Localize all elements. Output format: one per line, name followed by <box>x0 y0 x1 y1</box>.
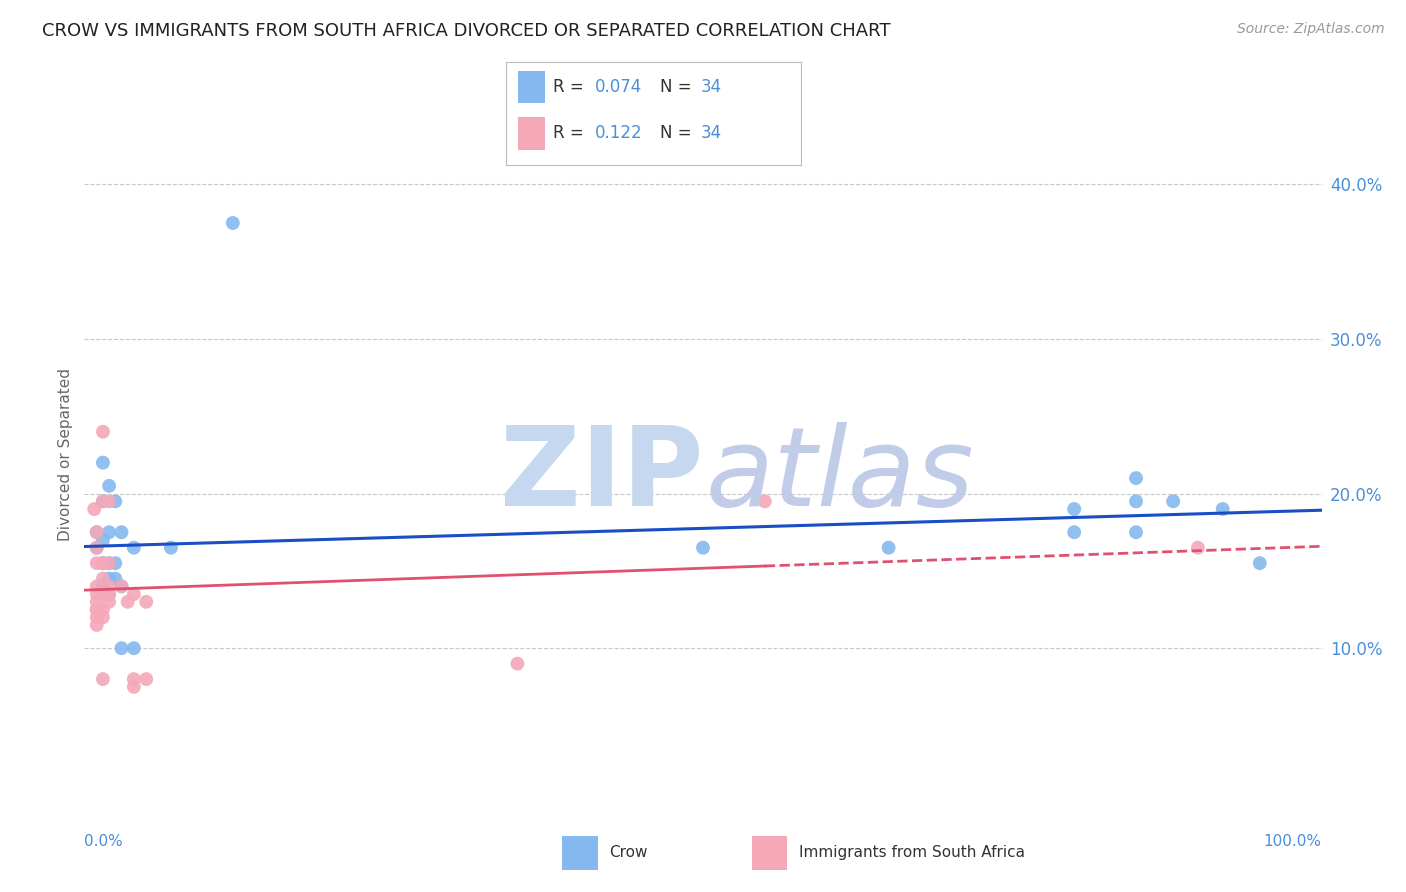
Point <box>86 618 108 632</box>
Text: 34: 34 <box>702 78 723 96</box>
Text: R =: R = <box>554 78 589 96</box>
Point <box>83 502 105 516</box>
Point <box>506 657 529 671</box>
Point <box>91 456 114 470</box>
Point <box>86 541 108 555</box>
Point <box>1187 541 1209 555</box>
Point <box>1125 494 1147 508</box>
Text: Immigrants from South Africa: Immigrants from South Africa <box>799 846 1025 860</box>
Point <box>1161 494 1184 508</box>
Point <box>135 595 157 609</box>
Point <box>86 602 108 616</box>
Text: N =: N = <box>659 78 696 96</box>
Point <box>98 587 121 601</box>
Point <box>86 525 108 540</box>
FancyBboxPatch shape <box>517 117 544 150</box>
Point <box>122 587 145 601</box>
Text: 0.122: 0.122 <box>595 124 643 142</box>
Point <box>86 595 108 609</box>
Point <box>98 587 121 601</box>
Point <box>98 479 121 493</box>
Point <box>98 595 121 609</box>
Point <box>122 641 145 656</box>
Text: 100.0%: 100.0% <box>1264 834 1322 849</box>
Point <box>1249 556 1271 570</box>
Text: 34: 34 <box>702 124 723 142</box>
Text: 0.074: 0.074 <box>595 78 643 96</box>
Text: atlas: atlas <box>706 422 974 529</box>
Text: R =: R = <box>554 124 589 142</box>
Point <box>86 541 108 555</box>
Text: Crow: Crow <box>609 846 647 860</box>
Point <box>98 556 121 570</box>
Point <box>110 525 132 540</box>
Point <box>91 587 114 601</box>
Point <box>110 579 132 593</box>
Point <box>91 494 114 508</box>
Text: Source: ZipAtlas.com: Source: ZipAtlas.com <box>1237 22 1385 37</box>
Point <box>86 525 108 540</box>
Point <box>91 425 114 439</box>
Point <box>1063 525 1085 540</box>
Point <box>1125 471 1147 485</box>
Point <box>122 672 145 686</box>
Point <box>86 556 108 570</box>
Point <box>86 579 108 593</box>
Point <box>117 595 139 609</box>
Point <box>135 672 157 686</box>
Point <box>122 541 145 555</box>
Point <box>877 541 900 555</box>
Point <box>692 541 714 555</box>
Point <box>98 572 121 586</box>
Point <box>222 216 245 230</box>
Point <box>1125 525 1147 540</box>
Point <box>91 494 114 508</box>
Point <box>91 672 114 686</box>
Point <box>98 556 121 570</box>
Point <box>1063 502 1085 516</box>
Point <box>86 587 108 601</box>
Point <box>91 579 114 593</box>
Point <box>91 533 114 547</box>
Point <box>91 587 114 601</box>
Text: N =: N = <box>659 124 696 142</box>
Point <box>110 641 132 656</box>
Point <box>104 572 127 586</box>
Point <box>91 579 114 593</box>
FancyBboxPatch shape <box>517 70 544 103</box>
Point <box>86 610 108 624</box>
Text: ZIP: ZIP <box>499 422 703 529</box>
Point <box>160 541 183 555</box>
Point <box>91 602 114 616</box>
Point <box>98 525 121 540</box>
Text: CROW VS IMMIGRANTS FROM SOUTH AFRICA DIVORCED OR SEPARATED CORRELATION CHART: CROW VS IMMIGRANTS FROM SOUTH AFRICA DIV… <box>42 22 890 40</box>
Point <box>91 610 114 624</box>
Point <box>1212 502 1234 516</box>
Point <box>91 572 114 586</box>
Point <box>104 556 127 570</box>
Point <box>122 680 145 694</box>
Y-axis label: Divorced or Separated: Divorced or Separated <box>58 368 73 541</box>
Point <box>98 579 121 593</box>
Text: 0.0%: 0.0% <box>84 834 124 849</box>
Point <box>91 556 114 570</box>
Point <box>754 494 776 508</box>
Point <box>110 579 132 593</box>
Point <box>98 494 121 508</box>
Point <box>91 556 114 570</box>
Point <box>104 494 127 508</box>
Point <box>86 602 108 616</box>
